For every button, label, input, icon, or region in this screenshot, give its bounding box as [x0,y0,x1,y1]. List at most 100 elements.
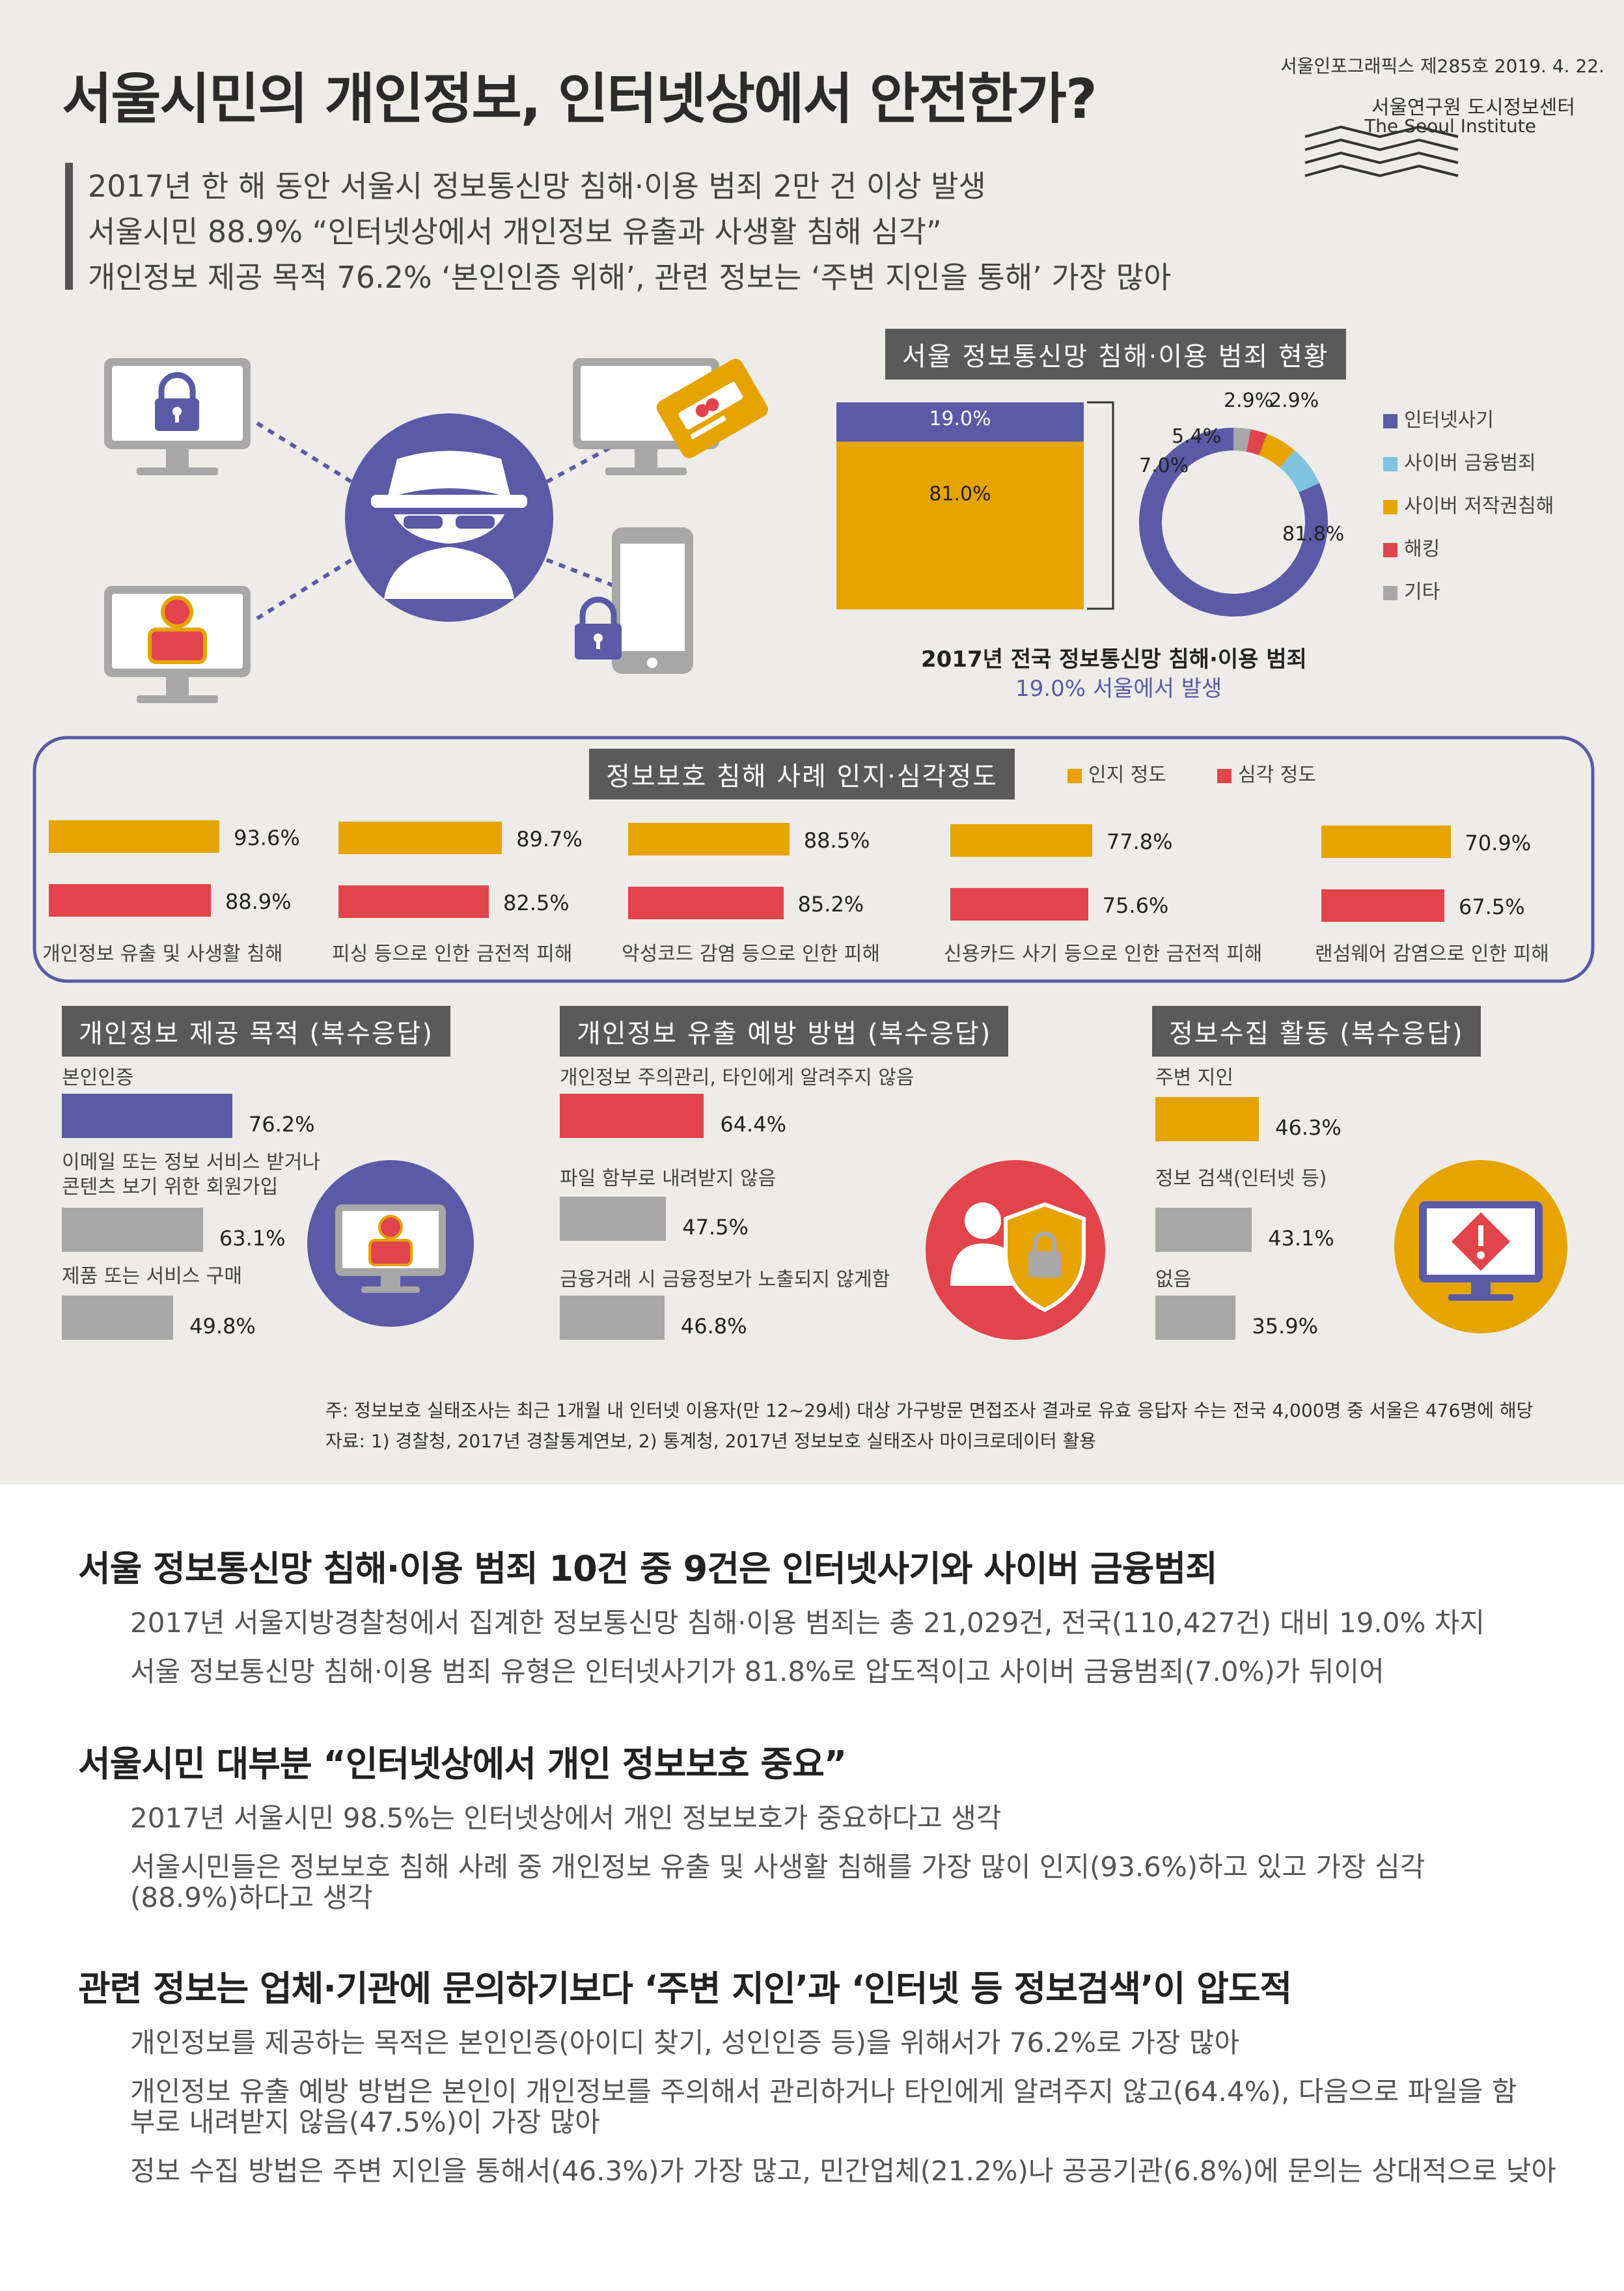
awareness-category: 신용카드 사기 등으로 인한 금전적 피해 [944,943,1263,965]
awareness-value: 88.5% [803,828,870,853]
section-2-para-2: 서울시민들은 정보보호 침해 사례 중 개인정보 유출 및 사생활 침해를 가장… [130,1851,1425,1883]
panel-value: 76.2% [248,1112,315,1137]
legend-aware: 인지 정도 [1067,758,1166,787]
hacker-icon [345,413,553,622]
panel-value: 49.8% [189,1314,256,1339]
awareness-value: 89.7% [516,827,583,852]
panel-bar [1155,1296,1236,1340]
donut-label: 81.8% [1282,523,1344,546]
awareness-value: 93.6% [234,826,300,850]
stack-bar-segment [836,402,1084,442]
panel-category: 정보 검색(인터넷 등) [1155,1167,1327,1190]
awareness-bar [1321,826,1451,858]
awareness-value: 77.8% [1106,829,1173,854]
panel-category: 주변 지인 [1155,1066,1233,1089]
purpose-title: 개인정보 제공 목적 (복수응답) [62,1006,450,1057]
page-title: 서울시민의 개인정보, 인터넷상에서 안전한가? [62,67,1097,131]
crime-caption-2: 19.0% 서울에서 발생 [1015,676,1222,702]
donut-slice [1246,429,1267,456]
awareness-category: 개인정보 유출 및 사생활 침해 [42,943,283,965]
panel-category: 이메일 또는 정보 서비스 받거나 [62,1151,320,1174]
stack-bar-label: 19.0% [929,408,991,430]
panel-value: 46.3% [1275,1115,1342,1140]
panel-bar [62,1208,203,1252]
legend-swatch [1217,768,1232,783]
panel-bar [1155,1208,1252,1252]
panel-bar [62,1094,232,1138]
legend-serious: 심각 정도 [1217,758,1316,787]
footnote: 주: 정보보호 실태조사는 최근 1개월 내 인터넷 이용자(만 12~29세)… [325,1400,1534,1421]
legend-item-hacking: 해킹 [1383,533,1554,561]
awareness-value: 82.5% [503,891,570,915]
subtitle-accent-bar [65,163,73,290]
panel-value: 64.4% [720,1112,786,1137]
monitor-user-icon [104,586,251,703]
awareness-value: 85.2% [797,892,864,917]
awareness-title: 정보보호 침해 사례 인지·심각정도 [589,749,1015,799]
panel-bar [62,1296,174,1340]
awareness-bar [49,820,220,853]
section-3-para-2-cont: 부로 내려받지 않음(47.5%)이 가장 많아 [130,2106,600,2138]
donut-label: 7.0% [1139,454,1189,477]
phone-lock-icon [575,527,693,674]
awareness-bar [628,887,784,919]
panel-category: 개인정보 주의관리, 타인에게 알려주지 않음 [560,1066,915,1089]
monitor-lock-icon [104,358,251,475]
donut-label: 5.4% [1172,425,1221,448]
legend-item-cyber-finance: 사이버 금융범죄 [1383,447,1554,475]
stack-bar-segment [836,441,1084,609]
section-3-para-3: 정보 수집 방법은 주변 지인을 통해서(46.3%)가 가장 많고, 민간업체… [130,2155,1557,2187]
prevent-title: 개인정보 유출 예방 방법 (복수응답) [560,1006,1009,1057]
section-1-heading: 서울 정보통신망 침해·이용 범죄 10건 중 9건은 인터넷사기와 사이버 금… [78,1548,1218,1589]
collect-title: 정보수집 활동 (복수응답) [1152,1006,1481,1057]
donut-slice [1280,450,1319,493]
awareness-category: 악성코드 감염 등으로 인한 피해 [622,943,880,965]
seoul-institute-logo [1304,125,1459,178]
donut-label: 2.9% [1224,389,1273,412]
crime-chart: 19.0%81.0%81.8%7.0%5.4%2.9%2.9% [836,389,1344,617]
crime-chart-title: 서울 정보통신망 침해·이용 범죄 현황 [885,329,1346,380]
legend-swatch [1383,456,1397,471]
panel-value: 35.9% [1252,1314,1319,1339]
awareness-category: 피싱 등으로 인한 금전적 피해 [332,943,573,965]
legend-swatch [1383,585,1397,600]
crime-caption: 2017년 전국 정보통신망 침해·이용 범죄 [921,646,1307,673]
panel-bar [560,1094,704,1138]
awareness-category: 랜섬웨어 감염으로 인한 피해 [1315,943,1549,965]
awareness-value: 70.9% [1465,831,1532,855]
section-3-para-1: 개인정보를 제공하는 목적은 본인인증(아이디 찾기, 성인인증 등)을 위해서… [130,2027,1240,2059]
subtitle-3: 개인정보 제공 목적 76.2% ‘본인인증 위해’, 관련 정보는 ‘주변 지… [88,260,1172,295]
panel-category: 제품 또는 서비스 구매 [62,1265,243,1288]
awareness-bar [628,823,790,855]
legend-item-other: 기타 [1383,576,1554,604]
panel-bar [560,1296,665,1340]
panel-bar [1155,1097,1259,1141]
section-2-para-1: 2017년 서울시민 98.5%는 인터넷상에서 개인 정보보호가 중요하다고 … [130,1802,1002,1834]
legend-swatch [1383,499,1397,514]
section-1-para-1: 2017년 서울지방경찰청에서 집계한 정보통신망 침해·이용 범죄는 총 21… [130,1607,1485,1639]
awareness-bar [338,822,502,854]
crime-legend: 인터넷사기 사이버 금융범죄 사이버 저작권침해 해킹 기타 [1383,404,1554,604]
awareness-frame [33,736,1595,983]
legend-item-copyright: 사이버 저작권침해 [1383,490,1554,518]
panel-category: 금융거래 시 금융정보가 노출되지 않게함 [560,1268,890,1291]
section-2-para-2-cont: (88.9%)하다고 생각 [130,1881,373,1913]
panel-category: 파일 함부로 내려받지 않음 [560,1167,777,1190]
source-note: 자료: 1) 경찰청, 2017년 경찰통계연보, 2) 통계청, 2017년 … [325,1430,1097,1452]
awareness-value: 88.9% [225,889,292,914]
shield-lock-icon [926,1160,1105,1340]
legend-swatch [1383,542,1397,557]
awareness-value: 67.5% [1459,895,1525,919]
legend-swatch [1383,413,1397,428]
awareness-bar [950,888,1088,921]
legend-item-internet-fraud: 인터넷사기 [1383,404,1554,432]
donut-slice [1259,434,1295,468]
panel-value: 47.5% [682,1215,749,1240]
subtitle-1: 2017년 한 해 동안 서울시 정보통신망 침해·이용 범죄 2만 건 이상 … [88,169,986,204]
panel-category: 콘텐츠 보기 위한 회원가입 [62,1176,279,1199]
legend-swatch [1067,768,1082,783]
section-3-para-2: 개인정보 유출 예방 방법은 본인이 개인정보를 주의해서 관리하거나 타인에게… [130,2076,1517,2107]
stack-bar-label: 81.0% [929,482,991,505]
awareness-bar [49,884,211,917]
section-1-para-2: 서울 정보통신망 침해·이용 범죄 유형은 인터넷사기가 81.8%로 압도적이… [130,1656,1384,1687]
